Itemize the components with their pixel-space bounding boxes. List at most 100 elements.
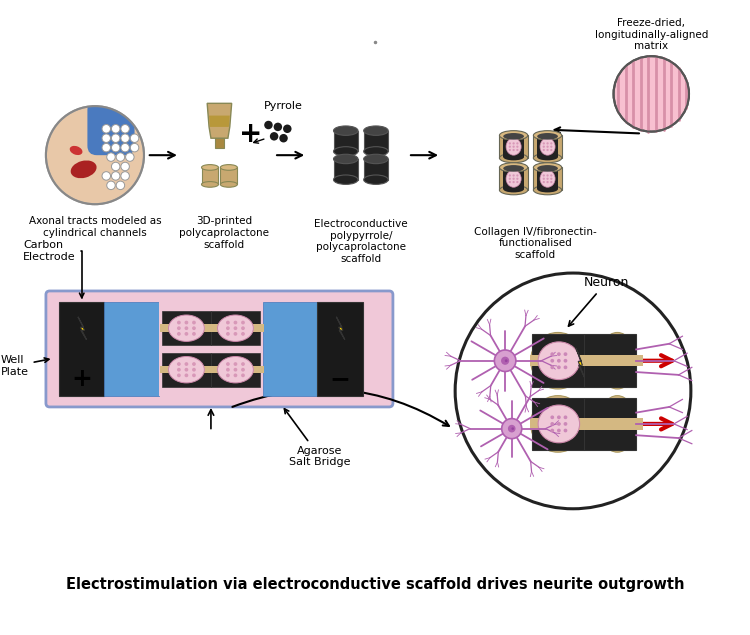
Circle shape	[502, 418, 522, 439]
Circle shape	[102, 134, 110, 142]
Circle shape	[516, 181, 518, 183]
Circle shape	[508, 425, 515, 432]
Text: Pyrrole: Pyrrole	[264, 101, 303, 111]
Bar	[211, 311, 260, 345]
Circle shape	[543, 149, 545, 151]
Ellipse shape	[202, 182, 218, 187]
Bar	[317, 302, 363, 396]
Ellipse shape	[202, 164, 218, 170]
Ellipse shape	[334, 147, 358, 156]
Ellipse shape	[540, 170, 555, 187]
FancyBboxPatch shape	[88, 100, 134, 155]
Bar	[160, 366, 264, 373]
Circle shape	[550, 145, 553, 148]
Bar	[262, 302, 317, 396]
Ellipse shape	[334, 154, 358, 164]
Circle shape	[516, 178, 518, 180]
Circle shape	[547, 145, 549, 148]
Circle shape	[184, 332, 188, 336]
Circle shape	[547, 178, 549, 180]
Bar	[334, 131, 358, 151]
Circle shape	[614, 56, 689, 131]
Ellipse shape	[500, 185, 528, 195]
Circle shape	[192, 373, 196, 377]
Circle shape	[509, 175, 511, 177]
Circle shape	[130, 144, 139, 152]
Circle shape	[116, 181, 124, 190]
Text: Agarose
Salt Bridge: Agarose Salt Bridge	[284, 409, 350, 467]
Circle shape	[550, 181, 553, 183]
Text: Neuron: Neuron	[568, 276, 628, 326]
Ellipse shape	[533, 185, 562, 195]
Ellipse shape	[537, 154, 558, 161]
Circle shape	[233, 332, 237, 336]
Circle shape	[563, 352, 567, 356]
Circle shape	[543, 175, 545, 177]
Ellipse shape	[364, 175, 388, 184]
Ellipse shape	[334, 175, 358, 184]
Ellipse shape	[533, 153, 562, 163]
Circle shape	[557, 359, 561, 363]
Circle shape	[121, 163, 129, 171]
Circle shape	[184, 326, 188, 330]
Polygon shape	[576, 348, 584, 377]
Bar	[503, 137, 524, 157]
Text: +: +	[71, 367, 92, 391]
Bar	[532, 335, 584, 387]
Circle shape	[543, 181, 545, 183]
Circle shape	[509, 181, 511, 183]
Circle shape	[46, 106, 144, 204]
Circle shape	[125, 153, 134, 161]
Bar	[159, 302, 262, 396]
Circle shape	[192, 368, 196, 371]
Ellipse shape	[598, 396, 636, 452]
Circle shape	[512, 145, 514, 148]
Circle shape	[130, 134, 139, 142]
Circle shape	[121, 134, 129, 142]
Bar	[530, 355, 643, 366]
Bar	[334, 159, 358, 180]
Circle shape	[233, 373, 237, 377]
Circle shape	[192, 326, 196, 330]
Circle shape	[557, 415, 561, 419]
Circle shape	[557, 422, 561, 426]
Circle shape	[184, 368, 188, 371]
Circle shape	[233, 362, 237, 366]
Bar	[162, 311, 211, 345]
Circle shape	[563, 415, 567, 419]
Bar	[530, 418, 643, 429]
Circle shape	[241, 362, 245, 366]
Circle shape	[102, 144, 110, 152]
Circle shape	[279, 134, 288, 142]
Bar	[162, 352, 211, 387]
Circle shape	[543, 142, 545, 145]
Circle shape	[509, 145, 511, 148]
Circle shape	[512, 181, 514, 183]
Circle shape	[177, 368, 181, 371]
Ellipse shape	[334, 126, 358, 135]
Ellipse shape	[537, 186, 558, 192]
Circle shape	[233, 368, 237, 371]
Ellipse shape	[540, 138, 555, 155]
Circle shape	[233, 321, 237, 324]
Bar	[104, 302, 159, 396]
Polygon shape	[209, 116, 230, 127]
Ellipse shape	[503, 186, 524, 192]
Ellipse shape	[530, 333, 585, 389]
Ellipse shape	[533, 131, 562, 140]
Circle shape	[547, 181, 549, 183]
Circle shape	[543, 178, 545, 180]
Circle shape	[177, 332, 181, 336]
Circle shape	[550, 415, 554, 419]
Text: Freeze-dried,
longitudinally-aligned
matrix: Freeze-dried, longitudinally-aligned mat…	[595, 18, 708, 51]
Ellipse shape	[500, 131, 528, 140]
Circle shape	[241, 373, 245, 377]
Circle shape	[563, 422, 567, 426]
Circle shape	[550, 178, 553, 180]
Circle shape	[264, 121, 273, 130]
Bar	[59, 302, 104, 396]
Circle shape	[501, 357, 509, 365]
Bar	[211, 352, 260, 387]
Ellipse shape	[70, 161, 97, 178]
Circle shape	[557, 366, 561, 369]
